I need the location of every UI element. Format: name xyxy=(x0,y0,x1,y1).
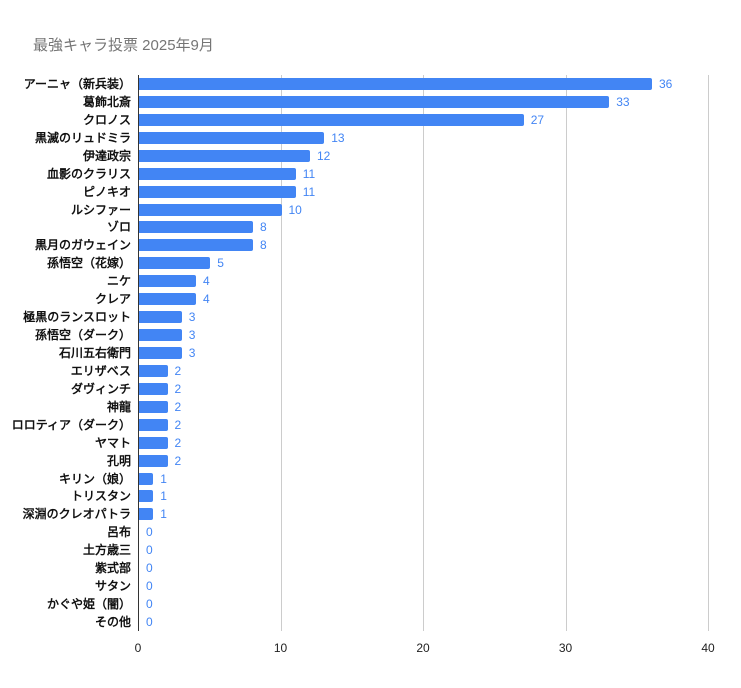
category-label: その他 xyxy=(94,615,131,630)
category-label: ダヴィンチ xyxy=(70,381,131,396)
category-label: トリスタン xyxy=(70,489,131,504)
value-label: 36 xyxy=(659,76,673,91)
value-label: 0 xyxy=(146,561,153,576)
value-label: 2 xyxy=(174,381,182,396)
category-label: 孫悟空（ダーク） xyxy=(34,328,131,343)
bar xyxy=(139,95,610,108)
gridline-x-10 xyxy=(280,75,282,631)
category-label: ヤマト xyxy=(94,435,131,450)
category-label: 孫悟空（花嫁） xyxy=(46,256,131,271)
category-label: 深淵のクレオパトラ xyxy=(22,507,131,522)
value-label: 11 xyxy=(302,166,316,181)
category-label: 黒滅のリュドミラ xyxy=(34,130,131,145)
x-axis-tick-label: 20 xyxy=(416,641,430,655)
bar xyxy=(139,149,310,162)
category-label: かぐや姫（闇） xyxy=(46,597,131,612)
bar xyxy=(139,293,196,306)
y-axis-line xyxy=(138,75,139,631)
gridline-x-20 xyxy=(423,75,424,631)
value-label: 1 xyxy=(160,471,167,486)
category-label: 神龍 xyxy=(106,399,131,414)
category-label: ロロティア（ダーク） xyxy=(11,417,131,432)
category-label: クロノス xyxy=(82,112,131,127)
category-label: ゾロ xyxy=(106,220,131,235)
value-label: 8 xyxy=(260,220,267,235)
category-label: 葛飾北斎 xyxy=(82,94,131,109)
value-label: 0 xyxy=(146,597,153,612)
value-label: 13 xyxy=(331,130,345,145)
category-label: 極黒のランスロット xyxy=(23,310,131,325)
value-label: 2 xyxy=(174,435,182,450)
category-label: ニケ xyxy=(106,274,131,289)
value-label: 1 xyxy=(160,489,167,504)
bar xyxy=(139,77,652,90)
gridline-x-30 xyxy=(565,75,567,631)
value-label: 11 xyxy=(302,184,316,199)
bar xyxy=(139,436,168,449)
value-label: 2 xyxy=(174,453,182,468)
bar xyxy=(139,203,282,216)
category-label: 黒月のガウェイン xyxy=(34,238,131,253)
value-label: 2 xyxy=(174,417,182,432)
category-label: クレア xyxy=(94,292,131,307)
bar xyxy=(139,131,325,144)
value-label: 4 xyxy=(203,292,210,307)
value-label: 3 xyxy=(188,328,196,343)
bar xyxy=(139,347,182,359)
category-label: エリザベス xyxy=(70,363,131,378)
value-label: 0 xyxy=(146,525,153,540)
value-label: 0 xyxy=(146,579,153,594)
category-label: 血影のクラリス xyxy=(46,166,131,181)
x-axis-tick-label: 10 xyxy=(273,641,288,655)
x-axis-tick-label: 0 xyxy=(134,641,142,655)
value-label: 27 xyxy=(530,112,545,127)
value-label: 10 xyxy=(288,202,302,217)
value-label: 4 xyxy=(203,274,210,289)
x-axis-tick-label: 30 xyxy=(558,641,573,655)
category-label: アーニャ（新兵装） xyxy=(23,76,131,91)
value-label: 5 xyxy=(217,256,224,271)
chart-title: 最強キャラ投票 2025年9月 xyxy=(33,37,214,54)
bar xyxy=(139,382,168,395)
category-label: 孔明 xyxy=(106,453,131,468)
x-axis-tick-label: 40 xyxy=(701,641,715,655)
bar xyxy=(139,257,211,270)
bar xyxy=(139,400,168,413)
category-label: 呂布 xyxy=(106,525,131,540)
bar xyxy=(139,185,296,198)
bar xyxy=(139,311,182,324)
value-label: 0 xyxy=(146,615,153,630)
bar xyxy=(139,508,154,521)
bar xyxy=(139,418,168,431)
category-label: 紫式部 xyxy=(94,561,131,576)
bar xyxy=(139,329,182,342)
bar xyxy=(139,364,168,377)
bar xyxy=(139,113,524,126)
category-label: 石川五右衛門 xyxy=(58,346,131,360)
bar xyxy=(139,490,154,503)
category-label: ルシファー xyxy=(70,202,131,217)
value-label: 3 xyxy=(188,346,196,360)
bar xyxy=(139,275,196,288)
value-label: 33 xyxy=(616,94,630,109)
category-label: キリン（娘） xyxy=(58,471,131,486)
bar xyxy=(139,472,154,485)
category-label: サタン xyxy=(94,579,131,594)
category-label: 伊達政宗 xyxy=(82,148,131,163)
bar xyxy=(139,167,296,180)
bar xyxy=(139,221,253,234)
gridline-x-40 xyxy=(708,75,709,631)
bar xyxy=(139,239,253,252)
value-label: 2 xyxy=(174,363,182,378)
value-label: 1 xyxy=(160,507,167,522)
value-label: 12 xyxy=(317,148,331,163)
bar xyxy=(139,454,168,467)
value-label: 3 xyxy=(188,310,196,325)
category-label: ピノキオ xyxy=(82,184,131,199)
category-label: 土方歳三 xyxy=(82,543,131,558)
value-label: 8 xyxy=(260,238,267,253)
value-label: 0 xyxy=(146,543,153,558)
value-label: 2 xyxy=(174,399,182,414)
